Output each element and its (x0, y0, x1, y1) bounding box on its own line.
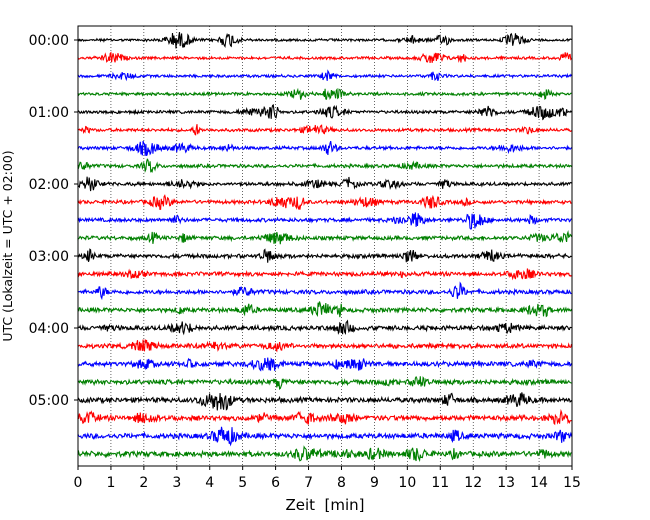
trace-01:45 (77, 158, 572, 174)
trace-01:00 (77, 104, 572, 121)
y-tick-label-04:00: 04:00 (29, 321, 69, 337)
trace-05:45 (77, 445, 572, 462)
x-tick-label-2: 2 (139, 475, 148, 491)
grid-lines (110, 26, 540, 466)
trace-01:30 (77, 140, 572, 157)
trace-05:00 (77, 392, 572, 411)
x-tick-label-15: 15 (563, 475, 581, 491)
x-tick-label-3: 3 (172, 475, 181, 491)
trace-02:00 (77, 176, 572, 192)
trace-00:00 (77, 32, 572, 49)
trace-05:30 (77, 426, 573, 447)
x-tick-label-13: 13 (497, 475, 515, 491)
trace-04:15 (77, 339, 573, 353)
x-tick-label-11: 11 (431, 475, 449, 491)
plot-frame (77, 25, 573, 467)
y-tick-label-01:00: 01:00 (29, 105, 69, 121)
trace-02:30 (77, 212, 572, 230)
trace-01:15 (77, 124, 572, 136)
trace-04:00 (77, 319, 572, 336)
y-tick-label-00:00: 00:00 (29, 33, 69, 49)
trace-04:45 (77, 375, 572, 390)
trace-03:45 (77, 301, 573, 318)
x-tick-label-14: 14 (530, 475, 548, 491)
x-tick-label-9: 9 (370, 475, 379, 491)
x-tick-label-7: 7 (304, 475, 313, 491)
x-tick-label-1: 1 (106, 475, 115, 491)
x-tick-label-10: 10 (398, 475, 416, 491)
trace-03:15 (77, 268, 572, 281)
y-tick-label-05:00: 05:00 (29, 393, 69, 409)
x-tick-label-4: 4 (205, 475, 214, 491)
trace-03:30 (77, 281, 572, 301)
y-tick-label-02:00: 02:00 (29, 177, 69, 193)
trace-05:15 (77, 408, 572, 426)
x-tick-label-8: 8 (337, 475, 346, 491)
x-tick-label-0: 0 (74, 475, 83, 491)
trace-02:45 (77, 230, 573, 245)
trace-00:45 (77, 87, 572, 101)
trace-03:00 (77, 248, 572, 263)
y-tick-label-03:00: 03:00 (29, 249, 69, 265)
x-tick-label-12: 12 (464, 475, 482, 491)
x-axis-label: Zeit [min] (285, 496, 364, 514)
trace-02:15 (77, 194, 572, 211)
x-tick-label-6: 6 (271, 475, 280, 491)
x-tick-label-5: 5 (238, 475, 247, 491)
y-axis-ticks: 00:00 01:00 02:00 03:00 04:00 05:00 (29, 33, 78, 409)
trace-04:30 (77, 357, 573, 372)
y-axis-label: UTC (Lokalzeit = UTC + 02:00) (0, 150, 15, 341)
seismic-traces (77, 32, 573, 462)
trace-00:15 (77, 51, 572, 64)
x-axis-ticks: 0 1 2 3 4 5 6 7 8 9 10 11 12 13 14 15 (74, 466, 581, 491)
trace-00:30 (77, 69, 572, 82)
